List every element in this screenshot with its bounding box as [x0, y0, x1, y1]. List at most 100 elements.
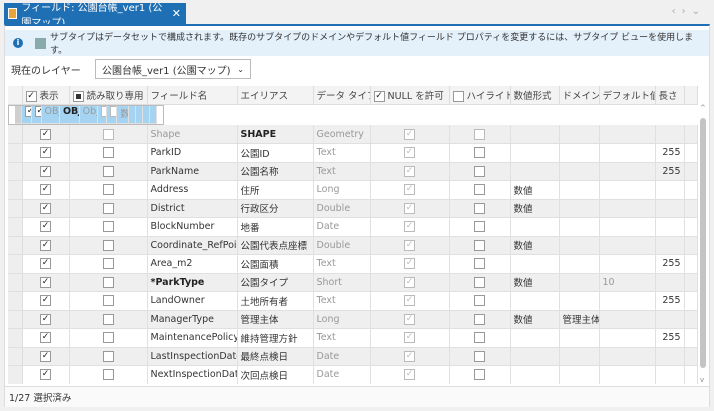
domain-cell[interactable]	[559, 328, 600, 348]
alias-cell[interactable]: 公園代表点座標	[237, 236, 314, 255]
chevron-down-icon[interactable]: ⌄	[691, 6, 706, 17]
nullable-cell[interactable]: ✓	[370, 199, 450, 218]
readonly-checkbox[interactable]	[102, 147, 114, 159]
alias-cell[interactable]: 行政区分	[237, 199, 314, 218]
scrollbar-thumb[interactable]	[700, 118, 706, 368]
highlight-cell[interactable]	[449, 365, 511, 384]
visible-checkbox[interactable]: ✓	[40, 332, 51, 344]
column-header-type[interactable]: データ タイプ	[313, 86, 371, 105]
nullable-cell[interactable]: ✓	[370, 328, 450, 348]
readonly-checkbox[interactable]	[102, 258, 114, 270]
data-type-cell[interactable]: Text	[313, 162, 371, 181]
domain-cell[interactable]	[129, 105, 136, 125]
readonly-checkbox[interactable]	[102, 332, 114, 344]
domain-cell[interactable]	[559, 162, 600, 181]
highlight-cell[interactable]	[449, 199, 511, 218]
number-format-cell[interactable]	[510, 328, 560, 348]
readonly-checkbox[interactable]	[102, 239, 114, 251]
select-all-corner[interactable]	[8, 86, 23, 105]
default-value-cell[interactable]	[599, 236, 656, 255]
alias-cell[interactable]: SHAPE	[237, 125, 314, 144]
data-type-cell[interactable]: Date	[313, 347, 371, 366]
length-cell[interactable]: 255	[655, 291, 685, 311]
nullable-cell[interactable]: ✓	[370, 236, 450, 255]
default-value-cell[interactable]	[599, 365, 656, 384]
data-type-cell[interactable]: Text	[313, 254, 371, 274]
highlight-cell[interactable]	[449, 254, 511, 274]
number-format-cell[interactable]	[510, 291, 560, 311]
readonly-cell[interactable]	[69, 328, 148, 348]
nullable-cell[interactable]: ✓	[370, 143, 450, 163]
length-cell[interactable]	[655, 180, 685, 200]
data-type-cell[interactable]: Double	[313, 236, 371, 255]
length-cell[interactable]	[655, 125, 685, 144]
visible-cell[interactable]: ✓	[22, 180, 70, 200]
table-row[interactable]: ✓ Shape SHAPE Geometry ✓	[8, 125, 698, 144]
data-type-cell[interactable]: Short	[313, 273, 371, 292]
readonly-cell[interactable]: ✓	[31, 105, 42, 125]
nullable-cell[interactable]: ✓	[370, 162, 450, 181]
readonly-checkbox[interactable]	[102, 295, 114, 307]
data-type-cell[interactable]: Object ID	[79, 105, 98, 125]
readonly-cell[interactable]	[69, 236, 148, 255]
readonly-checkbox[interactable]	[102, 184, 114, 196]
default-value-cell[interactable]	[599, 291, 656, 311]
visible-all-checkbox[interactable]: ✓	[25, 91, 37, 102]
length-cell[interactable]	[655, 365, 685, 384]
visible-cell[interactable]: ✓	[22, 199, 70, 218]
default-value-cell[interactable]	[599, 125, 656, 144]
field-name-cell[interactable]: LandOwner	[147, 291, 238, 311]
domain-cell[interactable]	[559, 217, 600, 237]
length-cell[interactable]: 255	[655, 254, 685, 274]
current-layer-dropdown[interactable]: 公園台帳_ver1 (公園マップ) ⌄	[95, 59, 251, 79]
readonly-cell[interactable]	[69, 143, 148, 163]
table-row[interactable]: ✓ LastInspectionDate 最終点検日 Date ✓	[8, 347, 698, 366]
default-value-cell[interactable]	[136, 105, 143, 125]
number-format-cell[interactable]	[510, 365, 560, 384]
field-name-cell[interactable]: Address	[147, 180, 238, 200]
column-header-visible[interactable]: ✓ 表示	[22, 86, 70, 105]
readonly-checkbox[interactable]	[102, 313, 114, 325]
visible-checkbox[interactable]: ✓	[40, 350, 51, 362]
visible-cell[interactable]: ✓	[22, 291, 70, 311]
nullable-cell[interactable]: ✓	[370, 291, 450, 311]
alias-cell[interactable]: 公園タイプ	[237, 273, 314, 292]
readonly-cell[interactable]	[69, 254, 148, 274]
highlight-all-checkbox[interactable]	[452, 91, 464, 102]
nullable-cell[interactable]: ✓	[370, 180, 450, 200]
column-header-alias[interactable]: エイリアス	[237, 86, 314, 105]
default-value-cell[interactable]	[599, 347, 656, 366]
nullable-checkbox[interactable]: ✓	[404, 369, 415, 381]
alias-cell[interactable]: 土地所有者	[237, 291, 314, 311]
alias-cell[interactable]: 公園面積	[237, 254, 314, 274]
column-header-numfmt[interactable]: 数値形式	[510, 86, 560, 105]
alias-cell[interactable]: 維持管理方針	[237, 328, 314, 348]
field-name-cell[interactable]: ManagerType	[147, 310, 238, 329]
number-format-cell[interactable]	[510, 143, 560, 163]
visible-checkbox[interactable]: ✓	[40, 128, 51, 140]
domain-cell[interactable]	[559, 291, 600, 311]
column-header-readonly[interactable]: 読み取り専用	[69, 86, 148, 105]
visible-cell[interactable]: ✓	[22, 125, 70, 144]
column-header-domain[interactable]: ドメイン	[559, 86, 600, 105]
default-value-cell[interactable]	[599, 254, 656, 274]
visible-cell[interactable]: ✓	[22, 236, 70, 255]
table-row[interactable]: ✓✓OBJECTIDOBJECTIDObject ID数値	[8, 105, 164, 125]
row-header[interactable]	[8, 328, 23, 348]
alias-cell[interactable]: OBJECTID	[59, 105, 80, 125]
nullable-cell[interactable]	[97, 105, 108, 125]
number-format-cell[interactable]: 数値	[117, 105, 129, 125]
highlight-checkbox[interactable]	[474, 295, 485, 307]
visible-checkbox[interactable]: ✓	[40, 258, 51, 270]
data-type-cell[interactable]: Long	[313, 180, 371, 200]
data-type-cell[interactable]: Geometry	[313, 125, 371, 144]
nullable-cell[interactable]: ✓	[370, 365, 450, 384]
data-type-cell[interactable]: Text	[313, 291, 371, 311]
visible-cell[interactable]: ✓	[22, 254, 70, 274]
visible-cell[interactable]: ✓	[22, 162, 70, 181]
table-row[interactable]: ✓ NextInspectionDate 次回点検日 Date ✓	[8, 365, 698, 384]
table-row[interactable]: ✓ ManagerType 管理主体 Long ✓ 数値 管理主体	[8, 310, 698, 329]
nullable-checkbox[interactable]: ✓	[404, 165, 415, 177]
highlight-checkbox[interactable]	[474, 239, 485, 251]
default-value-cell[interactable]	[599, 217, 656, 237]
